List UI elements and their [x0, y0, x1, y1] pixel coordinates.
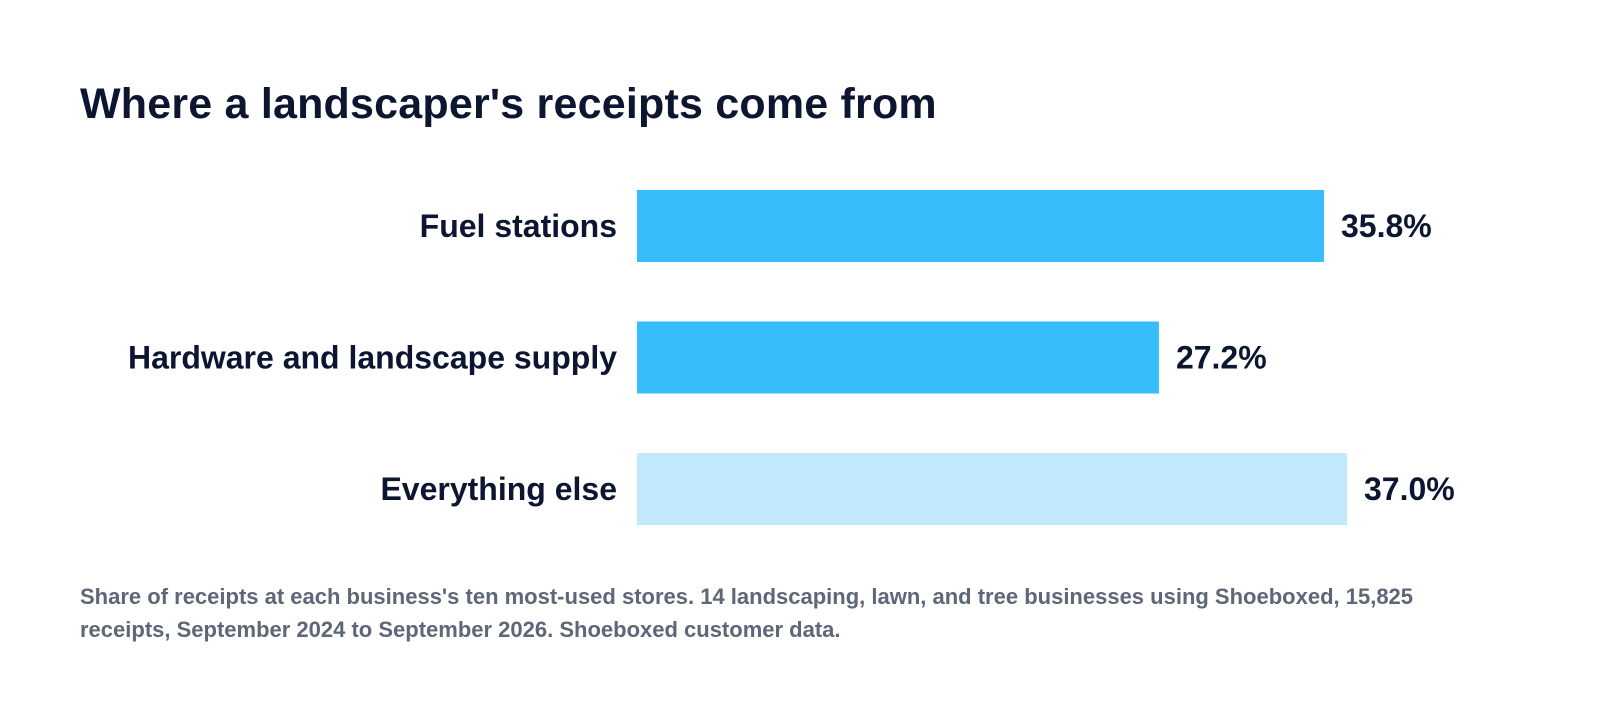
chart-title: Where a landscaper's receipts come from: [80, 80, 937, 128]
value-label-hardware-and-landscape-supply: 27.2%: [1176, 340, 1267, 376]
bar-everything-else: [637, 453, 1347, 525]
category-label-everything-else: Everything else: [380, 471, 617, 507]
value-label-everything-else: 37.0%: [1364, 471, 1455, 507]
chart-footnote: Share of receipts at each business's ten…: [80, 584, 1414, 642]
bar-fuel-stations: [637, 190, 1324, 262]
category-label-hardware-and-landscape-supply: Hardware and landscape supply: [128, 340, 617, 376]
category-label-fuel-stations: Fuel stations: [420, 208, 617, 244]
bar-hardware-and-landscape-supply: [637, 321, 1159, 394]
value-label-fuel-stations: 35.8%: [1341, 208, 1432, 244]
